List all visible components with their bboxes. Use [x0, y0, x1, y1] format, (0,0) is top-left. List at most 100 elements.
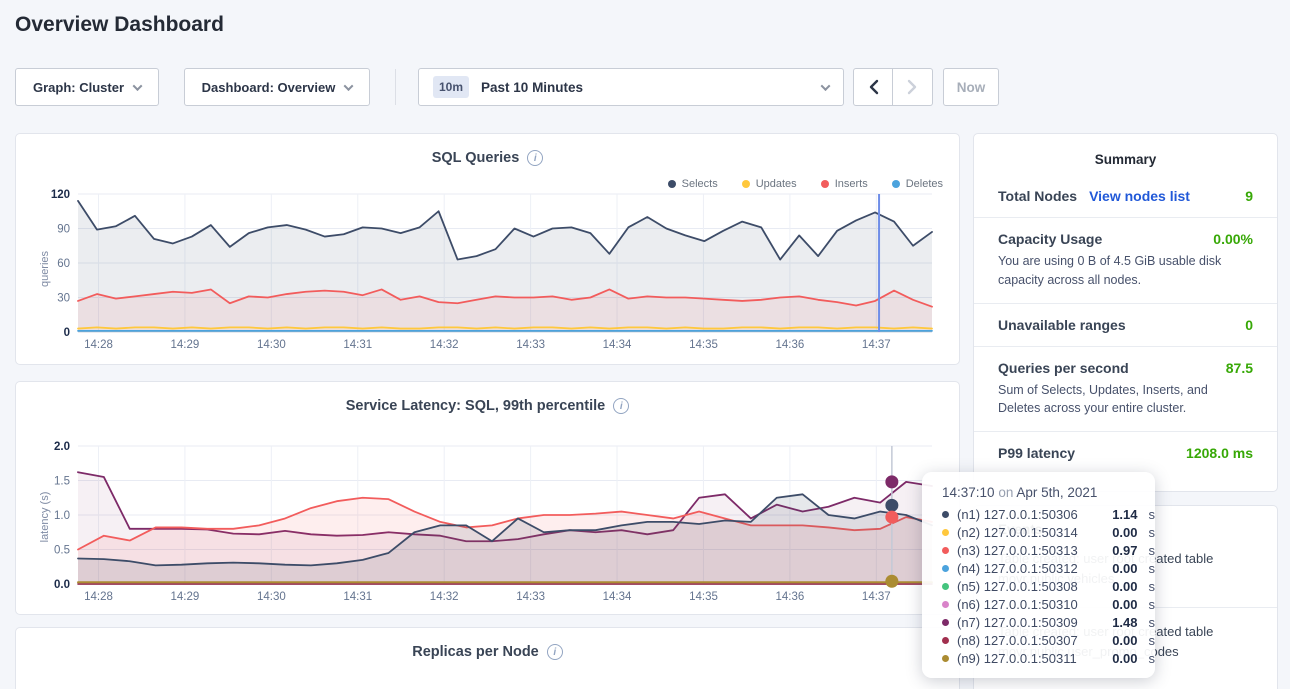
node-address: (n4) 127.0.0.1:50312 — [957, 561, 1104, 576]
tooltip-node-row: (n4) 127.0.0.1:50312 0.00 s — [942, 559, 1155, 577]
prev-time-button[interactable] — [853, 68, 893, 106]
node-address: (n3) 127.0.0.1:50313 — [957, 543, 1104, 558]
svg-text:90: 90 — [57, 224, 70, 236]
tooltip-node-row: (n6) 127.0.0.1:503100.00s — [942, 595, 1155, 613]
svg-text:14:34: 14:34 — [603, 339, 632, 351]
qps-value: 87.5 — [1226, 360, 1253, 376]
svg-text:14:36: 14:36 — [776, 339, 805, 351]
node-address: (n2) 127.0.0.1:50314 — [957, 525, 1104, 540]
toolbar-divider — [395, 69, 396, 105]
info-icon[interactable]: i — [527, 150, 543, 166]
node-dot-icon — [942, 601, 949, 608]
summary-row-p99: P99 latency 1208.0 ms — [974, 431, 1277, 474]
node-latency-value: 1.14 — [1112, 507, 1137, 522]
summary-row-qps: Queries per second 87.5 Sum of Selects, … — [974, 346, 1277, 432]
view-nodes-list-link[interactable]: View nodes list — [1089, 188, 1190, 204]
p99-latency-value: 1208.0 ms — [1186, 445, 1253, 461]
summary-row-total-nodes: Total Nodes View nodes list 9 — [974, 175, 1277, 217]
chevron-down-icon — [344, 81, 354, 91]
svg-text:14:32: 14:32 — [430, 591, 459, 603]
time-window-label: Past 10 Minutes — [481, 80, 583, 95]
graph-scope-label: Graph: Cluster — [33, 80, 124, 95]
svg-text:14:31: 14:31 — [343, 339, 372, 351]
node-address: (n1) 127.0.0.1:50306 — [957, 507, 1104, 522]
chevron-down-icon — [821, 81, 831, 91]
latency-unit: s — [1149, 597, 1156, 612]
svg-text:1.5: 1.5 — [54, 476, 70, 488]
node-latency-value: 0.00 — [1112, 561, 1137, 576]
node-address: (n8) 127.0.0.1:50307 — [957, 633, 1104, 648]
svg-text:14:35: 14:35 — [689, 591, 718, 603]
node-dot-icon — [942, 565, 949, 572]
now-button[interactable]: Now — [943, 68, 999, 106]
tooltip-timestamp: 14:37:10 on Apr 5th, 2021 — [942, 485, 1155, 500]
svg-text:0: 0 — [64, 327, 70, 339]
tooltip-on: on — [998, 485, 1013, 500]
svg-text:14:37: 14:37 — [862, 339, 891, 351]
node-latency-value: 0.97 — [1112, 543, 1137, 558]
tooltip-node-row: (n5) 127.0.0.1:503080.00s — [942, 577, 1155, 595]
time-range-dropdown[interactable]: 10m Past 10 Minutes — [418, 68, 844, 106]
next-time-button[interactable] — [893, 68, 933, 106]
tooltip-node-row: (n8) 127.0.0.1:503070.00s — [942, 631, 1155, 649]
summary-title: Summary — [974, 134, 1277, 175]
svg-text:14:30: 14:30 — [257, 339, 286, 351]
svg-text:14:32: 14:32 — [430, 339, 459, 351]
svg-text:2.0: 2.0 — [54, 441, 70, 453]
page-title: Overview Dashboard — [15, 13, 224, 37]
sql-queries-title: SQL Queries — [432, 150, 520, 166]
total-nodes-label: Total Nodes — [998, 188, 1077, 204]
now-button-label: Now — [957, 80, 986, 95]
latency-unit: s — [1149, 633, 1156, 648]
sql-queries-panel: SQL Queries i Selects Updates Inserts De… — [15, 133, 960, 365]
chevron-right-icon — [907, 79, 918, 95]
latency-unit: s — [1149, 579, 1156, 594]
svg-text:14:34: 14:34 — [603, 591, 632, 603]
node-dot-icon — [942, 637, 949, 644]
latency-unit: s — [1149, 561, 1156, 576]
node-dot-icon — [942, 529, 949, 536]
capacity-usage-desc: You are using 0 B of 4.5 GiB usable disk… — [998, 252, 1253, 290]
tooltip-node-row: (n1) 127.0.0.1:50306 1.14 s — [942, 505, 1155, 523]
summary-row-capacity: Capacity Usage 0.00% You are using 0 B o… — [974, 217, 1277, 303]
service-latency-title: Service Latency: SQL, 99th percentile — [346, 398, 606, 414]
sql-queries-chart[interactable]: 030609012014:2814:2914:3014:3114:3214:33… — [16, 186, 961, 358]
info-icon[interactable]: i — [613, 398, 629, 414]
tooltip-date: Apr 5th, 2021 — [1016, 485, 1097, 500]
svg-text:14:37: 14:37 — [862, 591, 891, 603]
unavailable-ranges-label: Unavailable ranges — [998, 317, 1126, 333]
summary-panel: Summary Total Nodes View nodes list 9 Ca… — [973, 133, 1278, 492]
chart-title-row: SQL Queries i — [16, 150, 959, 166]
node-address: (n7) 127.0.0.1:50309 — [957, 615, 1104, 630]
latency-unit: s — [1149, 507, 1156, 522]
chart-hover-tooltip: 14:37:10 on Apr 5th, 2021 (n1) 127.0.0.1… — [922, 472, 1155, 678]
svg-text:30: 30 — [57, 293, 70, 305]
node-dot-icon — [942, 619, 949, 626]
node-latency-value: 1.48 — [1112, 615, 1137, 630]
latency-unit: s — [1149, 525, 1156, 540]
node-latency-value: 0.00 — [1112, 651, 1137, 666]
chart-title-row: Service Latency: SQL, 99th percentile i — [16, 398, 959, 414]
replicas-per-node-title: Replicas per Node — [412, 644, 539, 660]
node-dot-icon — [942, 511, 949, 518]
capacity-usage-value: 0.00% — [1213, 231, 1253, 247]
dashboard-dropdown[interactable]: Dashboard: Overview — [184, 68, 370, 106]
latency-unit: s — [1149, 615, 1156, 630]
latency-unit: s — [1149, 543, 1156, 558]
capacity-usage-label: Capacity Usage — [998, 231, 1102, 247]
node-latency-value: 0.00 — [1112, 579, 1137, 594]
svg-text:120: 120 — [51, 189, 70, 201]
svg-text:14:36: 14:36 — [776, 591, 805, 603]
svg-text:14:33: 14:33 — [516, 591, 545, 603]
svg-text:14:30: 14:30 — [257, 591, 286, 603]
service-latency-chart[interactable]: 0.00.51.01.52.014:2814:2914:3014:3114:32… — [16, 438, 961, 610]
tooltip-node-row: (n7) 127.0.0.1:50309 1.48 s — [942, 613, 1155, 631]
info-icon[interactable]: i — [547, 644, 563, 660]
tooltip-rows: (n1) 127.0.0.1:50306 1.14 s (n2) 127.0.0.1:… — [942, 505, 1155, 667]
qps-label: Queries per second — [998, 360, 1129, 376]
graph-scope-dropdown[interactable]: Graph: Cluster — [15, 68, 159, 106]
svg-text:14:29: 14:29 — [171, 339, 200, 351]
svg-text:60: 60 — [57, 258, 70, 270]
node-dot-icon — [942, 547, 949, 554]
dashboard-label: Dashboard: Overview — [202, 80, 336, 95]
